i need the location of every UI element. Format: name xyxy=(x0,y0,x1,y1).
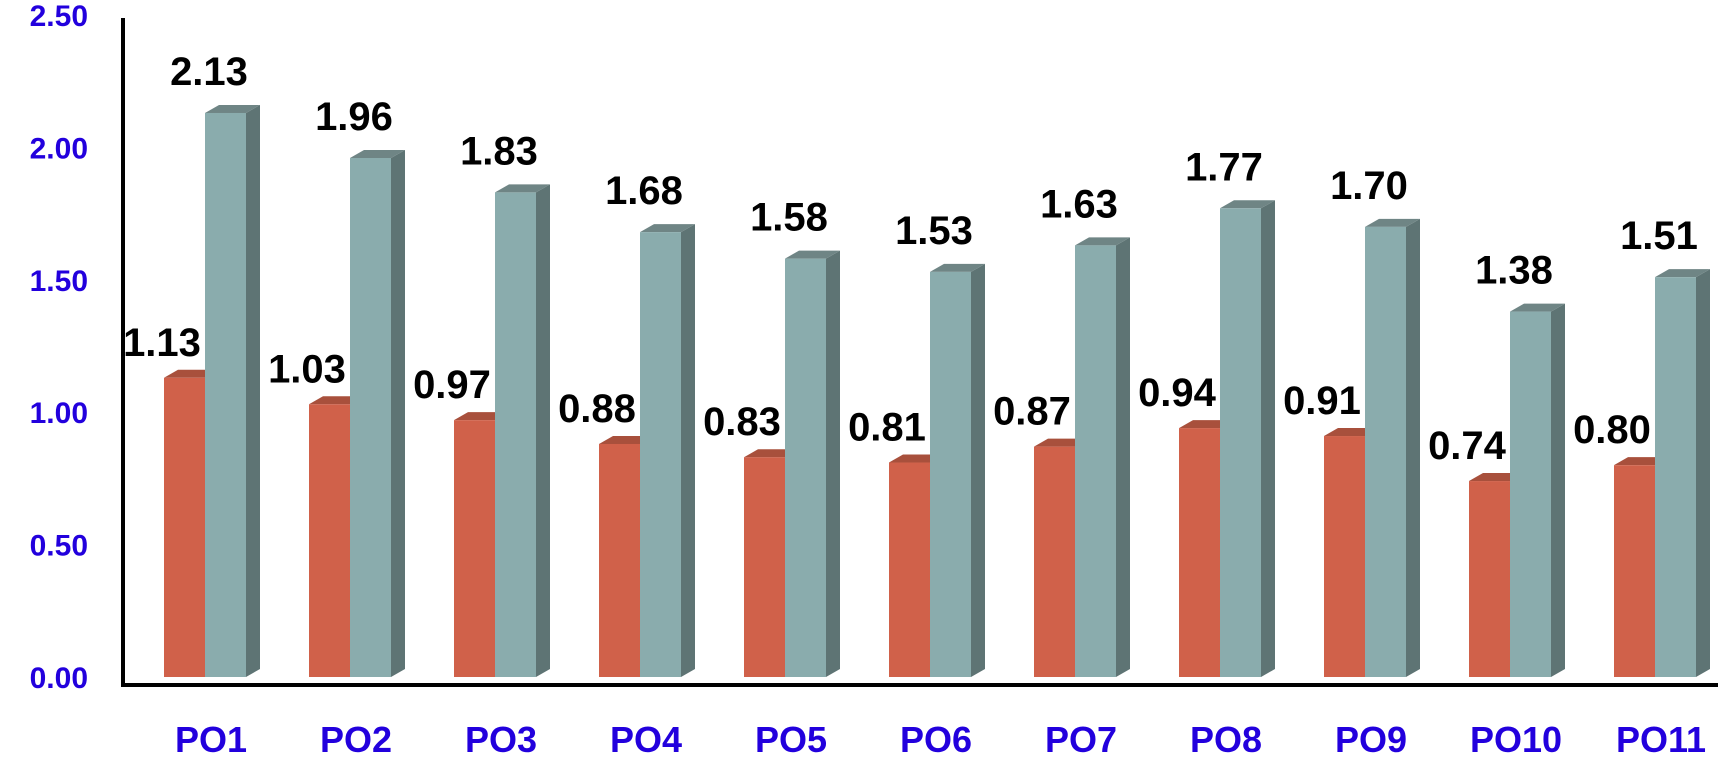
y-tick-label-1-00: 1.00 xyxy=(30,397,88,430)
bar-side-face xyxy=(391,149,405,677)
data-label-po2-series-2: 1.96 xyxy=(315,95,393,139)
bar-po11-series-2 xyxy=(1655,269,1710,677)
data-label-po3-series-2: 1.83 xyxy=(460,129,538,173)
data-label-po10-series-1: 0.74 xyxy=(1428,424,1507,468)
data-label-po7-series-1: 0.87 xyxy=(993,390,1071,434)
bar-po4-series-2 xyxy=(640,224,695,678)
bar-top-face xyxy=(1655,269,1710,278)
bar-top-face xyxy=(495,184,550,193)
data-label-po4-series-1: 0.88 xyxy=(558,387,636,431)
bar-top-face xyxy=(1220,200,1275,209)
bar-po9-series-2 xyxy=(1365,218,1420,677)
y-tick-label-1-50: 1.50 xyxy=(30,265,88,298)
bar-po7-series-2 xyxy=(1075,237,1130,677)
bar-front-face xyxy=(1034,446,1075,677)
data-label-po6-series-1: 0.81 xyxy=(848,406,926,450)
bar-front-face xyxy=(1510,311,1551,677)
bar-front-face xyxy=(889,462,930,677)
bar-front-face xyxy=(744,457,785,677)
bar-side-face xyxy=(536,184,550,677)
bar-top-face xyxy=(350,149,405,158)
bar-front-face xyxy=(495,192,536,677)
bar-side-face xyxy=(1116,237,1130,677)
bar-top-face xyxy=(640,224,695,233)
bar-side-face xyxy=(826,250,840,677)
bar-side-face xyxy=(1696,269,1710,677)
bar-top-face xyxy=(1075,237,1130,246)
bar-top-face xyxy=(930,263,985,272)
y-tick-label-0-50: 0.50 xyxy=(30,530,88,563)
x-tick-label-po2: PO2 xyxy=(320,719,392,757)
bar-po2-series-2 xyxy=(350,149,405,677)
bar-front-face xyxy=(1179,428,1220,677)
data-label-po7-series-2: 1.63 xyxy=(1040,182,1118,226)
x-tick-label-po11: PO11 xyxy=(1616,719,1706,757)
data-label-po8-series-1: 0.94 xyxy=(1138,371,1217,415)
bar-top-face xyxy=(205,104,260,113)
x-axis-ticks: PO1 PO2 PO3 PO4 PO5 PO6 PO7 PO8 PO9 PO10 PO11 xyxy=(175,719,1706,757)
bar-front-face xyxy=(309,404,350,677)
bar-front-face xyxy=(599,443,640,677)
x-tick-label-po6: PO6 xyxy=(900,719,972,757)
data-label-po5-series-1: 0.83 xyxy=(703,400,781,444)
bar-side-face xyxy=(1406,218,1420,677)
bar-front-face xyxy=(640,232,681,678)
bar-front-face xyxy=(1365,226,1406,677)
bar-front-face xyxy=(454,420,495,677)
x-tick-label-po8: PO8 xyxy=(1190,719,1262,757)
x-tick-label-po3: PO3 xyxy=(465,719,537,757)
bar-front-face xyxy=(1220,208,1261,677)
x-tick-label-po10: PO10 xyxy=(1470,719,1562,757)
bar-front-face xyxy=(1324,436,1365,677)
x-tick-label-po4: PO4 xyxy=(610,719,682,757)
bar-side-face xyxy=(681,224,695,678)
bar-front-face xyxy=(205,112,246,677)
data-label-po4-series-2: 1.68 xyxy=(605,169,683,213)
bar-front-face xyxy=(930,271,971,677)
bar-front-face xyxy=(164,377,205,677)
data-label-po9-series-1: 0.91 xyxy=(1283,379,1361,423)
y-tick-label-0-00: 0.00 xyxy=(30,662,88,695)
data-labels: 1.13 2.13 1.03 1.96 0.97 1.83 0.88 1.68 0.83 1.58… xyxy=(123,50,1698,468)
bar-front-face xyxy=(1614,465,1655,677)
bars-layer xyxy=(164,104,1710,678)
bar-front-face xyxy=(350,157,391,677)
bar-side-face xyxy=(1261,200,1275,677)
data-label-po5-series-2: 1.58 xyxy=(750,196,828,240)
bar-side-face xyxy=(246,104,260,677)
data-label-po3-series-1: 0.97 xyxy=(413,363,491,407)
y-axis-ticks: 0.00 0.50 1.00 1.50 2.00 2.50 xyxy=(30,0,88,695)
data-label-po9-series-2: 1.70 xyxy=(1330,164,1408,208)
bar-po3-series-2 xyxy=(495,184,550,677)
x-tick-label-po1: PO1 xyxy=(175,719,247,757)
data-label-po11-series-2: 1.51 xyxy=(1620,214,1698,258)
x-tick-label-po5: PO5 xyxy=(755,719,827,757)
data-label-po10-series-2: 1.38 xyxy=(1475,249,1553,293)
bar-po6-series-2 xyxy=(930,263,985,677)
bar-po8-series-2 xyxy=(1220,200,1275,677)
x-tick-label-po9: PO9 xyxy=(1335,719,1407,757)
y-tick-label-2-00: 2.00 xyxy=(30,132,88,165)
bar-side-face xyxy=(1551,303,1565,677)
bar-front-face xyxy=(785,258,826,677)
bar-po1-series-2 xyxy=(205,104,260,677)
y-tick-label-2-50: 2.50 xyxy=(30,0,88,33)
bar-front-face xyxy=(1075,245,1116,677)
bar-top-face xyxy=(785,250,840,259)
bar-po10-series-2 xyxy=(1510,303,1565,677)
bar-top-face xyxy=(1510,303,1565,312)
bar-side-face xyxy=(971,263,985,677)
data-label-po6-series-2: 1.53 xyxy=(895,209,973,253)
x-tick-label-po7: PO7 xyxy=(1045,719,1117,757)
bar-front-face xyxy=(1655,277,1696,677)
bar-top-face xyxy=(1365,218,1420,227)
data-label-po11-series-1: 0.80 xyxy=(1573,408,1651,452)
data-label-po8-series-2: 1.77 xyxy=(1185,145,1263,189)
data-label-po1-series-1: 1.13 xyxy=(123,321,201,365)
bar-front-face xyxy=(1469,481,1510,677)
bar-po5-series-2 xyxy=(785,250,840,677)
data-label-po1-series-2: 2.13 xyxy=(170,50,248,94)
data-label-po2-series-1: 1.03 xyxy=(268,347,346,391)
